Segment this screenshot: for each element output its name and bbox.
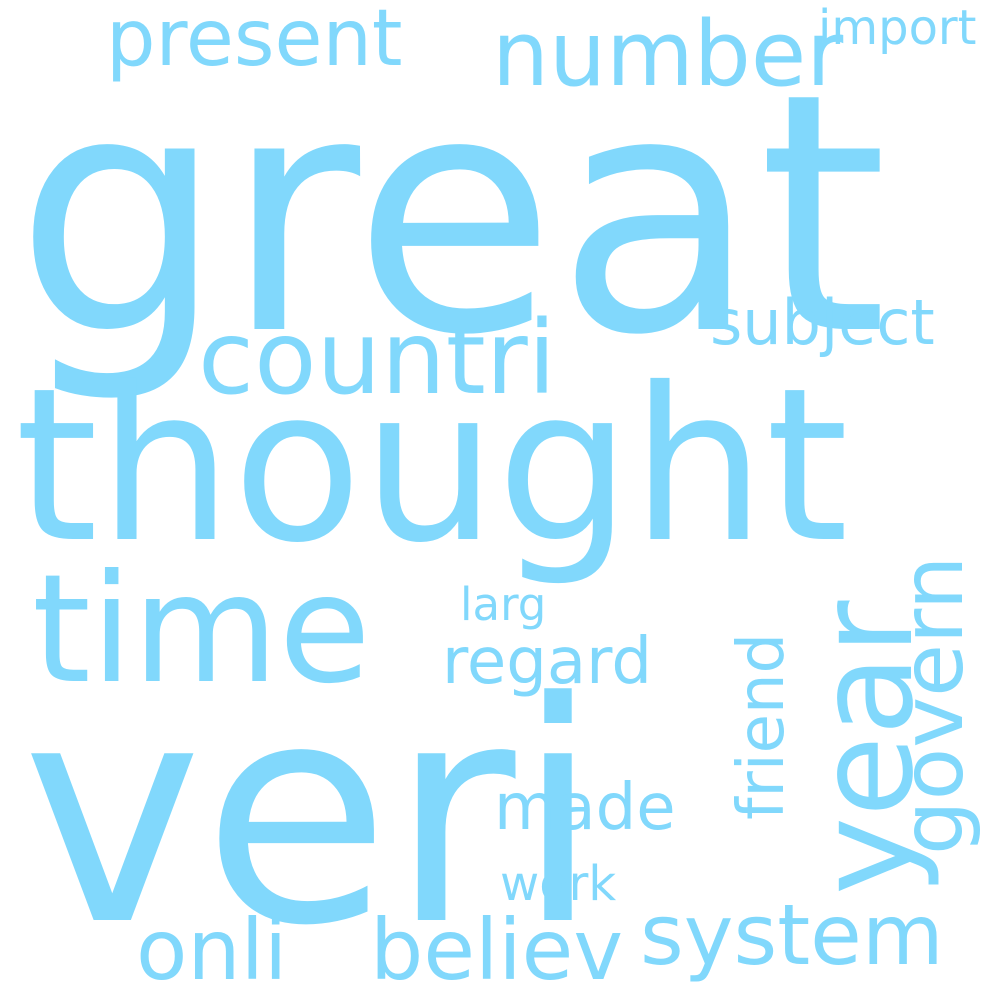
word-onli: onli [136, 901, 288, 999]
word-believ: believ [370, 901, 624, 999]
word-veri: veri [22, 637, 601, 992]
word-regard: regard [442, 625, 652, 699]
word-import: import [818, 0, 977, 56]
word-countri: countri [198, 299, 557, 418]
word-friend: friend [725, 632, 799, 820]
word-larg: larg [460, 578, 547, 631]
word-great: great [15, 23, 888, 407]
word-subject: subject [710, 286, 935, 359]
word-work: work [500, 856, 617, 912]
word-present: present [106, 0, 403, 84]
word-govern: govern [883, 555, 983, 855]
word-made: made [494, 771, 676, 845]
word-system: system [640, 886, 944, 984]
word-thought: thought [15, 342, 849, 589]
word-time: time [32, 543, 371, 717]
word-number: number [492, 2, 844, 107]
